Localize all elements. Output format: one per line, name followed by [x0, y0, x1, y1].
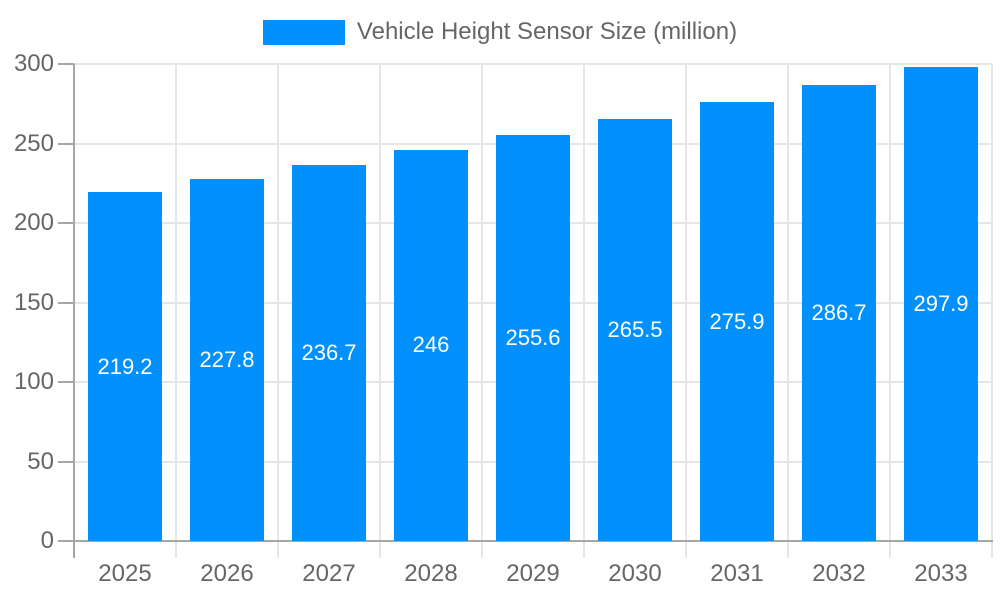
y-axis-line: [73, 64, 75, 558]
y-axis-tick: [58, 381, 74, 383]
bar-value-label: 246: [412, 332, 450, 358]
v-gridline: [685, 64, 687, 558]
bar-value-label: 275.9: [709, 308, 765, 334]
y-axis-tick: [58, 142, 74, 145]
bar-value-label: 297.9: [913, 291, 969, 317]
bar: [292, 164, 366, 541]
bar-value-label: 286.7: [811, 300, 867, 326]
v-gridline: [583, 64, 585, 558]
x-tick-label: 2030: [608, 560, 662, 587]
y-tick-label: 300: [13, 50, 54, 77]
y-tick-label: 200: [13, 209, 54, 236]
x-tick-label: 2025: [98, 560, 152, 587]
bar: [904, 67, 978, 541]
x-tick-label: 2027: [302, 560, 356, 587]
y-axis-tick: [58, 222, 74, 224]
y-tick-label: 150: [13, 288, 54, 316]
v-gridline: [277, 64, 279, 558]
x-axis-line: [73, 540, 993, 542]
bar: [190, 178, 264, 541]
v-gridline: [787, 64, 789, 558]
x-tick-label: 2032: [812, 560, 866, 587]
bar: [598, 118, 672, 541]
y-tick-label: 50: [27, 447, 54, 475]
x-tick-label: 2029: [506, 560, 560, 587]
x-tick-label: 2033: [914, 560, 968, 587]
x-tick-label: 2026: [200, 560, 254, 587]
bar: [802, 85, 876, 541]
x-tick-label: 2031: [710, 560, 764, 587]
legend-label: Vehicle Height Sensor Size (million): [356, 18, 738, 45]
y-tick-label: 0: [40, 527, 54, 554]
legend[interactable]: Vehicle Height Sensor Size (million): [0, 18, 1000, 46]
bar: [700, 102, 774, 541]
v-gridline: [175, 64, 177, 558]
y-axis-tick: [58, 301, 74, 304]
bar: [88, 192, 162, 541]
y-tick-label: 250: [13, 129, 54, 157]
x-tick-label: 2028: [404, 560, 458, 587]
bar: [394, 149, 468, 541]
v-gridline: [991, 64, 993, 558]
legend-swatch: [262, 19, 345, 45]
v-gridline: [889, 64, 891, 558]
h-gridline: [74, 63, 992, 65]
v-gridline: [379, 64, 381, 558]
bar-value-label: 265.5: [607, 316, 663, 342]
y-axis-tick: [58, 540, 74, 542]
y-tick-label: 100: [13, 368, 54, 395]
bar-value-label: 255.6: [505, 324, 561, 350]
y-axis-tick: [58, 63, 74, 65]
bar-value-label: 219.2: [97, 353, 153, 379]
bar-value-label: 236.7: [301, 339, 357, 365]
y-axis-tick: [58, 460, 74, 463]
bar: [496, 134, 570, 541]
bar-value-label: 227.8: [199, 346, 255, 372]
v-gridline: [481, 64, 483, 558]
